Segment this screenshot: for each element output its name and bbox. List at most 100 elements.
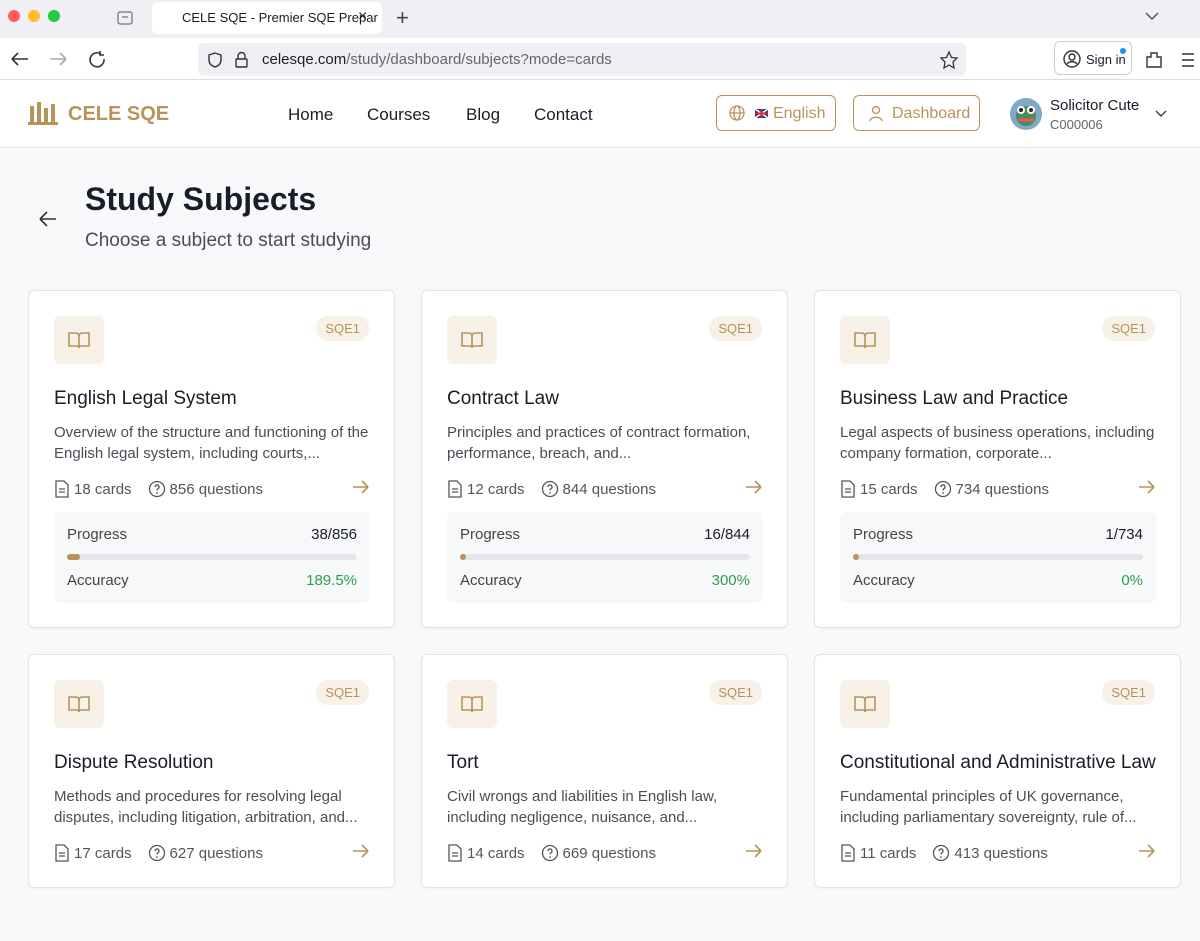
accuracy-row: Accuracy 189.5% bbox=[67, 572, 357, 589]
accuracy-row: Accuracy 0% bbox=[853, 572, 1143, 589]
progress-fill bbox=[853, 554, 859, 560]
page-title: Study Subjects bbox=[85, 181, 317, 217]
subject-card[interactable]: SQE1 English Legal System Overview of the … bbox=[28, 290, 395, 628]
subject-meta: 14 cards 669 questions bbox=[447, 843, 763, 863]
arrow-icon bbox=[353, 844, 369, 858]
card-count: 17 cards bbox=[74, 844, 132, 862]
question-count: 844 questions bbox=[562, 480, 656, 498]
nav-link[interactable]: Courses bbox=[367, 105, 431, 124]
open-subject[interactable] bbox=[1138, 479, 1156, 499]
level-badge: SQE1 bbox=[316, 316, 369, 341]
user-menu-toggle[interactable] bbox=[1154, 109, 1168, 119]
subject-description: Principles and practices of contract for… bbox=[447, 424, 751, 462]
bookmark-star[interactable] bbox=[939, 50, 959, 70]
subject-meta: 17 cards 627 questions bbox=[54, 843, 370, 863]
accuracy-value: 0% bbox=[1121, 572, 1143, 589]
question-icon bbox=[934, 480, 951, 498]
card-count: 14 cards bbox=[467, 844, 525, 862]
tab-strip: CELE SQE - Premier SQE Prepar × + bbox=[0, 0, 1200, 38]
subject-card[interactable]: SQE1 Tort Civil wrongs and liabilities in … bbox=[421, 654, 788, 888]
subject-description: Methods and procedures for resolving leg… bbox=[54, 788, 358, 826]
open-subject[interactable] bbox=[352, 479, 370, 499]
subject-title: Business Law and Practice bbox=[840, 388, 1069, 409]
tab-list[interactable] bbox=[1144, 10, 1160, 22]
url-host: celesqe.com bbox=[262, 51, 347, 68]
address-bar[interactable]: celesqe.com/study/dashboard/subjects?mod… bbox=[198, 43, 966, 76]
level-badge: SQE1 bbox=[1102, 316, 1155, 341]
language-label: English bbox=[773, 105, 826, 122]
nav-link[interactable]: Blog bbox=[466, 105, 501, 124]
doc-icon bbox=[55, 480, 69, 498]
card-count: 15 cards bbox=[860, 480, 918, 498]
subject-icon bbox=[54, 680, 104, 728]
question-icon bbox=[148, 844, 165, 862]
tab-title: CELE SQE - Premier SQE Prepar bbox=[182, 10, 378, 25]
extension-menu[interactable] bbox=[1144, 49, 1194, 71]
user-icon bbox=[869, 105, 883, 122]
dashboard-label: Dashboard bbox=[892, 105, 971, 122]
tab-close[interactable]: × bbox=[358, 8, 368, 25]
subject-card[interactable]: SQE1 Business Law and Practice Legal aspec… bbox=[814, 290, 1181, 628]
book-icon bbox=[68, 696, 90, 713]
doc-icon bbox=[448, 480, 462, 498]
dashboard-button[interactable]: Dashboard bbox=[853, 95, 980, 131]
page-subtitle: Choose a subject to start studying bbox=[85, 230, 372, 251]
card-count: 12 cards bbox=[467, 480, 525, 498]
subject-description: Civil wrongs and liabilities in English … bbox=[447, 788, 718, 826]
avatar[interactable] bbox=[1008, 96, 1044, 132]
level-badge: SQE1 bbox=[1102, 680, 1155, 705]
site-header: CELE SQE Home Courses Blog Contact Engli… bbox=[0, 80, 1200, 148]
arrow-icon bbox=[746, 480, 762, 494]
book-icon bbox=[68, 332, 90, 349]
arrow-icon bbox=[1139, 480, 1155, 494]
card-count: 11 cards bbox=[860, 844, 917, 862]
progress-panel: Progress 16/844 Accuracy 300% bbox=[447, 512, 763, 603]
user-name: Solicitor Cute bbox=[1050, 97, 1140, 114]
subject-icon bbox=[447, 316, 497, 364]
subject-description: Overview of the structure and functionin… bbox=[54, 424, 369, 462]
progress-track bbox=[853, 554, 1143, 560]
accuracy-value: 189.5% bbox=[306, 572, 357, 589]
subject-card[interactable]: SQE1 Contract Law Principles and practices… bbox=[421, 290, 788, 628]
level-badge: SQE1 bbox=[709, 680, 762, 705]
logo-mark bbox=[28, 102, 58, 125]
active-tab[interactable]: CELE SQE - Premier SQE Prepar × bbox=[152, 2, 382, 34]
new-tab[interactable]: + bbox=[396, 5, 409, 30]
question-icon bbox=[148, 480, 165, 498]
subject-card[interactable]: SQE1 Dispute Resolution Methods and proced… bbox=[28, 654, 395, 888]
subject-description: Legal aspects of business operations, in… bbox=[840, 424, 1155, 462]
progress-row: Progress 38/856 bbox=[67, 526, 357, 543]
logo-text[interactable]: CELE SQE bbox=[68, 103, 170, 125]
progress-fill bbox=[460, 554, 466, 560]
progress-track bbox=[460, 554, 750, 560]
notify-dot bbox=[1120, 48, 1126, 54]
progress-label: Progress bbox=[853, 526, 914, 543]
open-subject[interactable] bbox=[1138, 843, 1156, 863]
progress-panel: Progress 38/856 Accuracy 189.5% bbox=[54, 512, 370, 603]
nav-link[interactable]: Home bbox=[288, 105, 334, 124]
subject-title: Constitutional and Administrative Law bbox=[840, 752, 1156, 773]
toolbar: celesqe.com/study/dashboard/subjects?mod… bbox=[0, 38, 1200, 80]
doc-icon bbox=[448, 844, 462, 862]
language-button[interactable]: English bbox=[716, 95, 836, 131]
question-count: 669 questions bbox=[562, 844, 656, 862]
question-icon bbox=[541, 844, 558, 862]
nav-link[interactable]: Contact bbox=[534, 105, 593, 124]
question-count: 856 questions bbox=[169, 480, 263, 498]
progress-value: 1/734 bbox=[1105, 526, 1143, 543]
open-subject[interactable] bbox=[352, 843, 370, 863]
back-button[interactable] bbox=[38, 210, 58, 228]
subject-meta: 12 cards 844 questions bbox=[447, 479, 763, 499]
doc-icon bbox=[841, 480, 855, 498]
subject-meta: 15 cards 734 questions bbox=[840, 479, 1156, 499]
sign-in-button[interactable]: Sign in bbox=[1054, 41, 1132, 75]
subject-title: English Legal System bbox=[54, 388, 237, 409]
progress-label: Progress bbox=[67, 526, 128, 543]
subject-card[interactable]: SQE1 Constitutional and Administrative La… bbox=[814, 654, 1181, 888]
nav-buttons[interactable] bbox=[8, 48, 108, 70]
open-subject[interactable] bbox=[745, 479, 763, 499]
open-subject[interactable] bbox=[745, 843, 763, 863]
tab-overview[interactable] bbox=[116, 8, 134, 26]
user-id: C000006 bbox=[1050, 117, 1103, 132]
progress-panel: Progress 1/734 Accuracy 0% bbox=[840, 512, 1156, 603]
